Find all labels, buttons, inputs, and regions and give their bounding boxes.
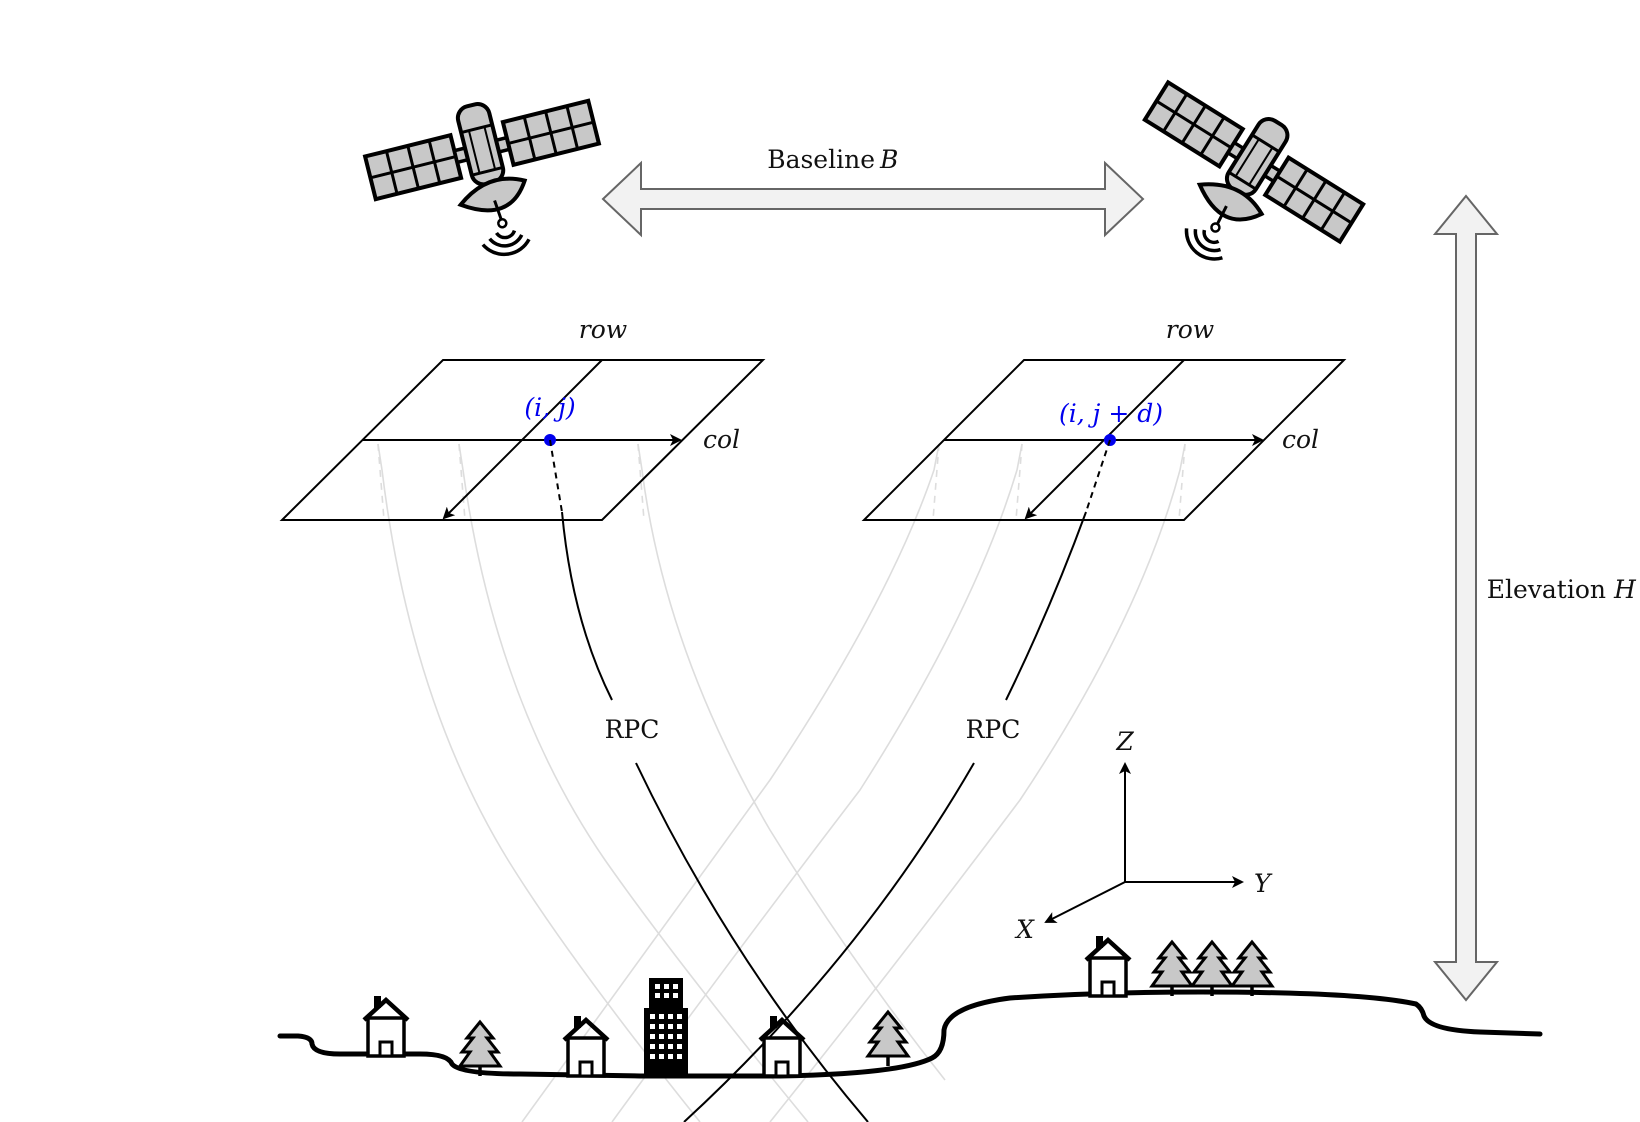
house-icon — [564, 1016, 608, 1076]
right-pixel-label: (i, j + d) — [1059, 399, 1163, 428]
right-rpc-label: RPC — [966, 715, 1021, 744]
building-icon — [644, 978, 688, 1076]
baseline-label: Baseline — [767, 145, 875, 174]
right-row-label: row — [1166, 315, 1214, 344]
left-col-label: col — [703, 425, 740, 454]
left-image-plane — [279, 359, 766, 521]
left-rpc-ray — [549, 439, 869, 1122]
tree-icon — [1190, 940, 1234, 998]
tree-icon — [1150, 940, 1194, 998]
right-col-label: col — [1282, 425, 1319, 454]
ground-line — [277, 989, 1543, 1079]
satellite-icon — [1097, 60, 1378, 317]
projection-rays-gray — [377, 443, 1186, 1122]
satellite-icon — [357, 75, 622, 285]
baseline-arrow — [601, 160, 1145, 238]
elevation-arrow — [1432, 194, 1500, 1002]
axis-z-label: Z — [1115, 727, 1134, 756]
house-icon — [1086, 936, 1130, 996]
tree-icon — [866, 1010, 910, 1068]
left-row-label: row — [579, 315, 627, 344]
left-pixel-label: (i, j) — [524, 393, 575, 422]
tree-icon — [1230, 940, 1274, 998]
right-rpc-ray — [683, 439, 1111, 1122]
coordinate-axes — [1044, 762, 1244, 923]
left-rpc-label: RPC — [605, 715, 660, 744]
baseline-symbol: B — [879, 145, 898, 174]
elevation-symbol: H — [1613, 575, 1637, 604]
axis-y-label: Y — [1254, 869, 1273, 898]
elevation-label: Elevation — [1487, 575, 1606, 604]
axis-x-label: X — [1014, 915, 1035, 944]
house-icon — [364, 996, 408, 1056]
